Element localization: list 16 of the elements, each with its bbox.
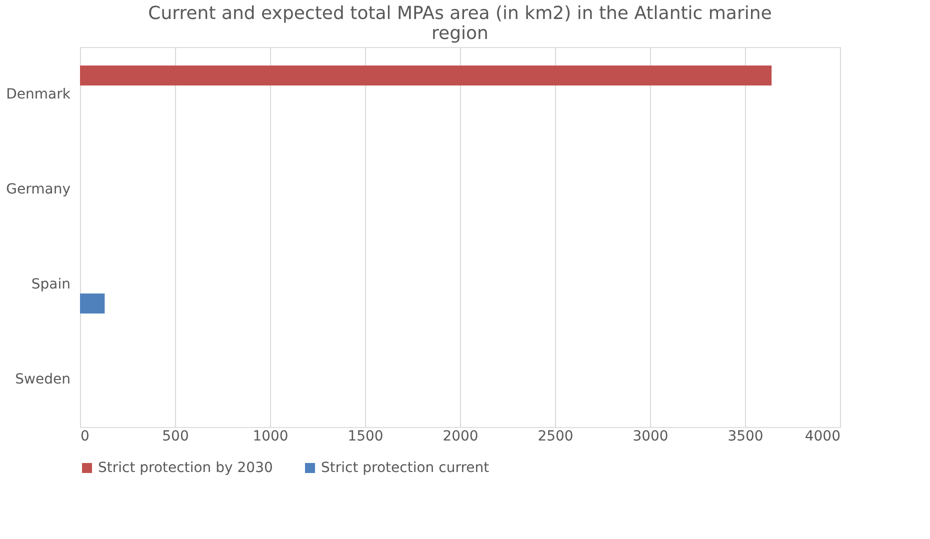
y-tick-label: Germany <box>6 182 70 198</box>
x-tick-label: 1000 <box>252 428 288 444</box>
x-tick-label: 3500 <box>728 428 764 444</box>
legend-label: Strict protection by 2030 <box>98 460 273 476</box>
x-tick-label: 1500 <box>348 428 384 444</box>
x-tick-label: 2500 <box>538 428 574 444</box>
legend-label: Strict protection current <box>321 460 490 476</box>
x-tick-label: 2000 <box>442 428 478 444</box>
x-tick-label: 3000 <box>632 428 668 444</box>
chart-title: Current and expected total MPAs area (in km2) in the Atlantic marine region <box>148 3 772 44</box>
x-tick-label: 4000 <box>804 428 840 444</box>
x-tick-label: 500 <box>162 428 189 444</box>
y-tick-label: Spain <box>31 276 70 292</box>
x-tick-label: 0 <box>80 428 90 444</box>
y-tick-label: Denmark <box>6 86 72 102</box>
y-tick-label: Sweden <box>15 372 70 388</box>
